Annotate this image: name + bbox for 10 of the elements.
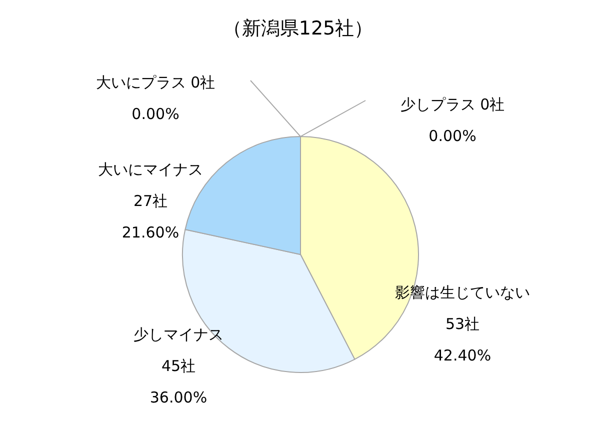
slice-label: 大いにマイナス	[98, 160, 203, 178]
data-label: 27社 21.60%	[122, 192, 180, 242]
chart-title: （新潟県125社）	[222, 18, 374, 40]
data-label: 45社 36.00%	[150, 357, 208, 406]
text: 0.00%	[132, 105, 180, 123]
data-label: 53社 42.40%	[434, 315, 492, 364]
slice-label: 少しマイナス	[134, 326, 224, 344]
category-label: 大いにプラス 0社	[96, 74, 216, 92]
legend-label: 少しプラス 0社 0.00%	[400, 96, 505, 145]
slice-label: 影響は生じていない	[395, 284, 530, 302]
